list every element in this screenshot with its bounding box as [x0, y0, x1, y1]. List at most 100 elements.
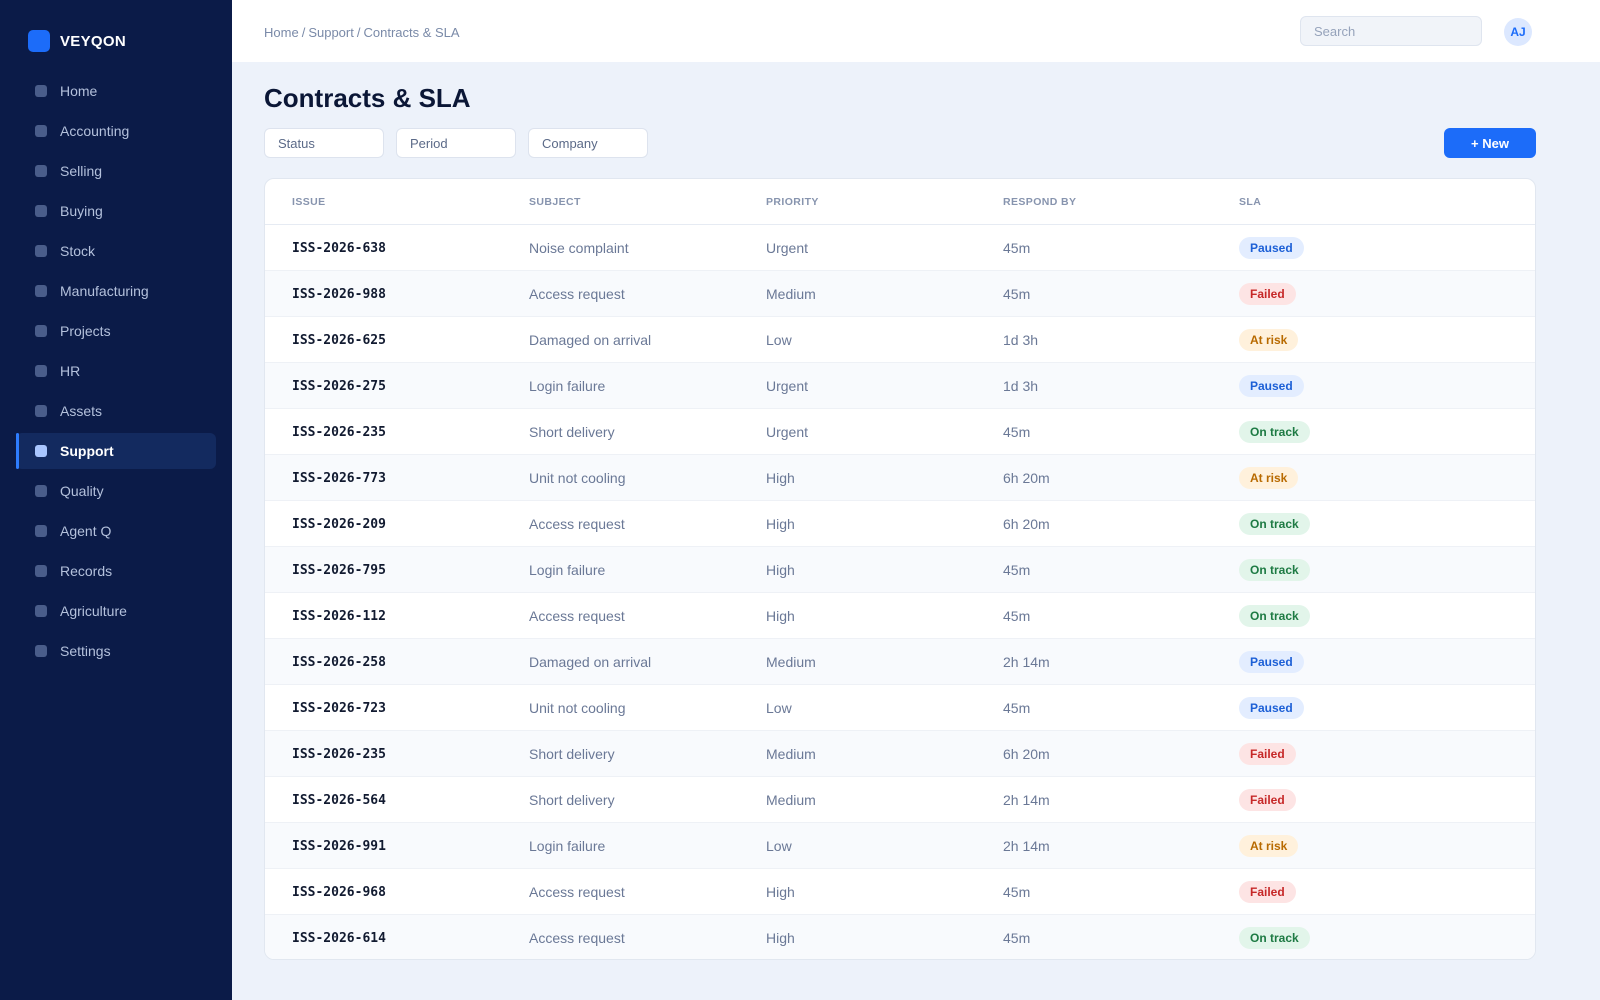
status-filter[interactable]: Status: [264, 128, 384, 158]
brand[interactable]: VEYQON: [28, 30, 126, 52]
sidebar-item-label: HR: [60, 363, 81, 379]
stock-icon: [35, 245, 47, 257]
column-header-priority[interactable]: PRIORITY: [766, 195, 819, 208]
new-button[interactable]: + New: [1444, 128, 1536, 158]
sidebar-item-agriculture[interactable]: Agriculture: [16, 593, 216, 629]
sidebar-item-label: Support: [60, 443, 114, 459]
issue-cell: ISS-2026-625: [292, 332, 386, 348]
respond-by-cell: 45m: [1003, 608, 1031, 624]
breadcrumb-home[interactable]: Home: [264, 25, 299, 40]
sidebar-item-selling[interactable]: Selling: [16, 153, 216, 189]
table-row[interactable]: ISS-2026-275 Login failure Urgent 1d 3h Paus…: [265, 363, 1535, 409]
sidebar-item-label: Home: [60, 83, 98, 99]
issue-cell: ISS-2026-209: [292, 516, 386, 532]
sidebar-item-assets[interactable]: Assets: [16, 393, 216, 429]
table-row[interactable]: ISS-2026-968 Access request High 45m Failed: [265, 869, 1535, 915]
column-header-sla[interactable]: SLA: [1239, 195, 1262, 208]
table-row[interactable]: ISS-2026-209 Access request High 6h 20m On t…: [265, 501, 1535, 547]
issue-cell: ISS-2026-723: [292, 700, 386, 716]
sla-status-badge: On track: [1239, 559, 1310, 581]
table-row[interactable]: ISS-2026-638 Noise complaint Urgent 45m Paus…: [265, 225, 1535, 271]
sidebar-item-manufacturing[interactable]: Manufacturing: [16, 273, 216, 309]
priority-cell: Medium: [766, 792, 816, 808]
issue-cell: ISS-2026-275: [292, 378, 386, 394]
avatar[interactable]: AJ: [1504, 18, 1532, 46]
sidebar-item-label: Stock: [60, 243, 96, 259]
respond-by-cell: 45m: [1003, 930, 1031, 946]
issue-cell: ISS-2026-795: [292, 562, 386, 578]
sidebar-item-settings[interactable]: Settings: [16, 633, 216, 669]
sidebar-item-projects[interactable]: Projects: [16, 313, 216, 349]
issue-cell: ISS-2026-968: [292, 884, 386, 900]
sla-status-badge: At risk: [1239, 835, 1299, 857]
records-icon: [35, 565, 47, 577]
sidebar-item-records[interactable]: Records: [16, 553, 216, 589]
brand-name: VEYQON: [60, 32, 126, 50]
breadcrumb-support[interactable]: Support: [308, 25, 354, 40]
table-row[interactable]: ISS-2026-773 Unit not cooling High 6h 20m At…: [265, 455, 1535, 501]
subject-cell: Damaged on arrival: [529, 332, 652, 348]
sidebar-nav: Home Accounting Selling Buying Stock Manufact…: [16, 73, 216, 673]
sla-status-badge: Failed: [1239, 283, 1296, 305]
subject-cell: Damaged on arrival: [529, 654, 652, 670]
column-header-subject[interactable]: SUBJECT: [529, 195, 581, 208]
sla-status-badge: Paused: [1239, 237, 1304, 259]
subject-cell: Unit not cooling: [529, 470, 626, 486]
table-row[interactable]: ISS-2026-988 Access request Medium 45m Faile…: [265, 271, 1535, 317]
subject-cell: Access request: [529, 286, 625, 302]
issue-cell: ISS-2026-258: [292, 654, 386, 670]
issue-cell: ISS-2026-564: [292, 792, 386, 808]
settings-icon: [35, 645, 47, 657]
priority-cell: Urgent: [766, 240, 809, 256]
page-title: Contracts & SLA: [264, 83, 471, 113]
table-row[interactable]: ISS-2026-235 Short delivery Medium 6h 20m Fa…: [265, 731, 1535, 777]
respond-by-cell: 45m: [1003, 884, 1031, 900]
sla-status-badge: Paused: [1239, 651, 1304, 673]
subject-cell: Short delivery: [529, 424, 615, 440]
subject-cell: Login failure: [529, 378, 606, 394]
column-header-respond-by[interactable]: RESPOND BY: [1003, 195, 1077, 208]
table-row[interactable]: ISS-2026-795 Login failure High 45m On track: [265, 547, 1535, 593]
sidebar-item-buying[interactable]: Buying: [16, 193, 216, 229]
priority-cell: High: [766, 562, 795, 578]
accounting-icon: [35, 125, 47, 137]
period-filter[interactable]: Period: [396, 128, 516, 158]
table-row[interactable]: ISS-2026-991 Login failure Low 2h 14m At ris…: [265, 823, 1535, 869]
search-input[interactable]: [1300, 16, 1482, 46]
sidebar-item-support[interactable]: Support: [16, 433, 216, 469]
table-row[interactable]: ISS-2026-564 Short delivery Medium 2h 14m Fa…: [265, 777, 1535, 823]
priority-cell: Low: [766, 700, 792, 716]
table-row[interactable]: ISS-2026-723 Unit not cooling Low 45m Paused: [265, 685, 1535, 731]
subject-cell: Short delivery: [529, 792, 615, 808]
company-filter[interactable]: Company: [528, 128, 648, 158]
sidebar-item-hr[interactable]: HR: [16, 353, 216, 389]
priority-cell: Medium: [766, 286, 816, 302]
table-row[interactable]: ISS-2026-614 Access request High 45m On trac…: [265, 915, 1535, 959]
table-row[interactable]: ISS-2026-235 Short delivery Urgent 45m On tr…: [265, 409, 1535, 455]
sla-status-badge: At risk: [1239, 467, 1299, 489]
sla-status-badge: On track: [1239, 927, 1310, 949]
sla-cell: Paused: [1239, 685, 1304, 731]
table-row[interactable]: ISS-2026-258 Damaged on arrival Medium 2h 1…: [265, 639, 1535, 685]
sidebar-item-stock[interactable]: Stock: [16, 233, 216, 269]
issue-cell: ISS-2026-235: [292, 424, 386, 440]
sidebar-item-label: Settings: [60, 643, 111, 659]
sidebar-item-accounting[interactable]: Accounting: [16, 113, 216, 149]
respond-by-cell: 1d 3h: [1003, 332, 1039, 348]
column-header-issue[interactable]: ISSUE: [292, 195, 326, 208]
priority-cell: Urgent: [766, 378, 809, 394]
table-row[interactable]: ISS-2026-625 Damaged on arrival Low 1d 3h At…: [265, 317, 1535, 363]
hr-icon: [35, 365, 47, 377]
sidebar-item-agent-q[interactable]: Agent Q: [16, 513, 216, 549]
sla-cell: Paused: [1239, 225, 1304, 271]
sidebar-item-home[interactable]: Home: [16, 73, 216, 109]
subject-cell: Access request: [529, 608, 625, 624]
topbar: Home/Support/Contracts & SLA AJ: [232, 0, 1600, 62]
priority-cell: Low: [766, 332, 792, 348]
table-body: ISS-2026-638 Noise complaint Urgent 45m Paus…: [265, 225, 1535, 959]
table-row[interactable]: ISS-2026-112 Access request High 45m On trac…: [265, 593, 1535, 639]
respond-by-cell: 45m: [1003, 286, 1031, 302]
subject-cell: Access request: [529, 930, 625, 946]
sidebar-item-quality[interactable]: Quality: [16, 473, 216, 509]
priority-cell: High: [766, 884, 795, 900]
